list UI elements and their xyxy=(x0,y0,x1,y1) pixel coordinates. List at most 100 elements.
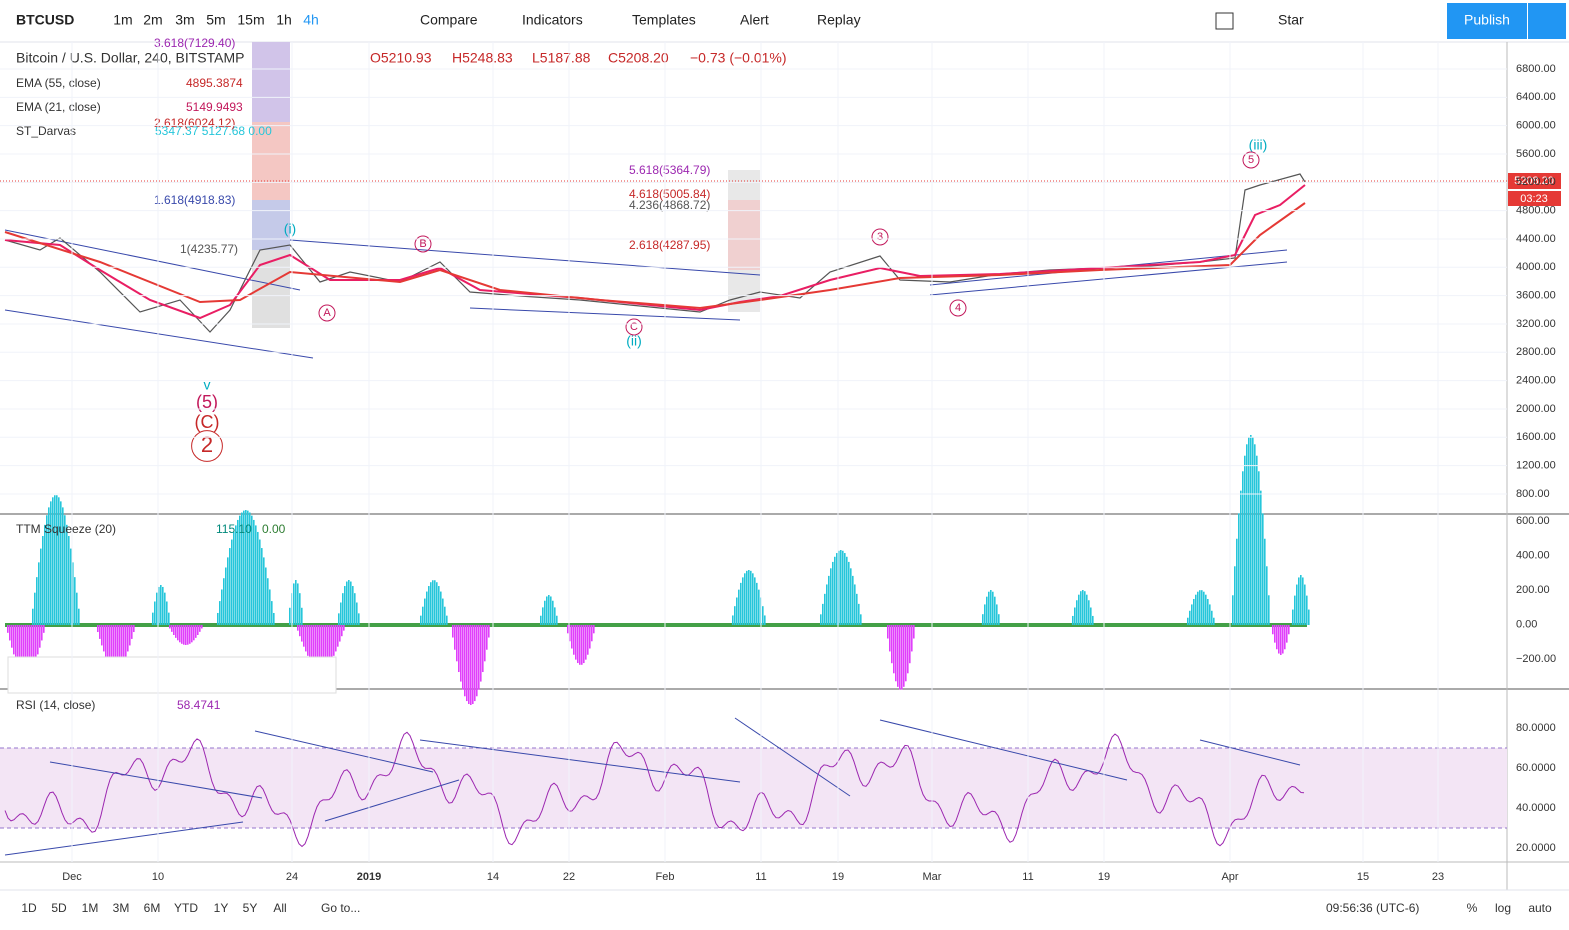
ttm-bar xyxy=(29,625,31,673)
ttm-bar xyxy=(850,568,852,625)
ttm-bar xyxy=(158,586,160,625)
toolbar-button[interactable]: Compare xyxy=(420,12,478,28)
interval[interactable]: 3m xyxy=(175,12,194,28)
range-button[interactable]: 6M xyxy=(144,901,161,915)
ttm-bar xyxy=(227,557,229,625)
time-tick-label: 11 xyxy=(1022,871,1033,883)
rsi-name: RSI (14, close) xyxy=(16,698,95,712)
interval[interactable]: 1m xyxy=(113,12,132,28)
ttm-bar xyxy=(988,591,990,625)
ttm-bar xyxy=(740,582,742,625)
wave-label: (5) xyxy=(196,392,218,412)
ohlc-change: −0.73 (−0.01%) xyxy=(690,50,787,66)
ttm-bar xyxy=(1274,625,1276,643)
ttm-bar xyxy=(752,573,754,625)
toolbar-button[interactable]: Indicators xyxy=(522,12,583,28)
ttm-bar xyxy=(261,548,263,625)
chart-title: Bitcoin / U.S. Dollar, 240, BITSTAMP xyxy=(16,50,244,66)
ttm-bar xyxy=(233,531,235,625)
ttm-bar xyxy=(62,507,64,625)
range-button[interactable]: 1D xyxy=(21,901,37,915)
range-button[interactable]: 5Y xyxy=(243,901,258,915)
ttm-bar xyxy=(341,625,343,637)
ttm-bar xyxy=(454,625,456,650)
ttm-bar xyxy=(546,596,548,625)
scale-option[interactable]: auto xyxy=(1528,901,1552,915)
ttm-bar xyxy=(844,553,846,625)
ttm-bar xyxy=(1076,600,1078,625)
indicator-name: EMA (55, close) xyxy=(16,76,101,90)
interval[interactable]: 4h xyxy=(303,12,319,28)
interval[interactable]: 5m xyxy=(206,12,225,28)
drawing-toolbar[interactable] xyxy=(7,656,337,694)
ttm-bar xyxy=(201,625,203,629)
ttm-bar xyxy=(105,625,107,657)
publish-label[interactable]: Publish xyxy=(1464,12,1510,28)
ttm-bar xyxy=(840,550,842,625)
layout-icon[interactable] xyxy=(1215,12,1234,30)
range-button[interactable]: All xyxy=(273,901,286,915)
scale-option[interactable]: log xyxy=(1495,901,1511,915)
scale-option[interactable]: % xyxy=(1467,901,1478,915)
last-price: 5208.20 xyxy=(1514,175,1554,187)
range-button[interactable]: YTD xyxy=(174,901,198,915)
time-tick-label: 14 xyxy=(487,871,499,883)
interval[interactable]: 1h xyxy=(276,12,292,28)
ttm-bar xyxy=(1086,594,1088,625)
ttm-bar xyxy=(119,625,121,668)
range-button[interactable]: 5D xyxy=(51,901,67,915)
ttm-bar xyxy=(78,608,80,625)
time-tick-label: 2019 xyxy=(357,871,381,883)
ttm-value: 0.00 xyxy=(262,522,286,536)
ttm-bar xyxy=(243,510,245,625)
star-label[interactable]: Star xyxy=(1278,12,1304,28)
ttm-bar xyxy=(117,625,119,670)
ttm-bar xyxy=(354,593,356,625)
ttm-bar xyxy=(458,625,460,673)
ttm-bar xyxy=(343,625,345,631)
ttm-bar xyxy=(1282,625,1284,654)
toolbar-button[interactable]: Templates xyxy=(632,12,696,28)
publish-menu[interactable] xyxy=(1528,3,1566,39)
ttm-bar xyxy=(852,575,854,625)
ttm-name: TTM Squeeze (20) xyxy=(16,522,116,536)
range-button[interactable]: 3M xyxy=(113,901,130,915)
ttm-bar xyxy=(164,592,166,625)
ttm-bar xyxy=(746,570,748,625)
ttm-bar xyxy=(1240,490,1242,625)
interval[interactable]: 15m xyxy=(237,12,264,28)
symbol[interactable]: BTCUSD xyxy=(16,12,74,28)
ttm-bar xyxy=(736,597,738,625)
interval[interactable]: 2m xyxy=(143,12,162,28)
ttm-bar xyxy=(984,604,986,625)
ttm-bar xyxy=(72,562,74,625)
publish-button[interactable] xyxy=(1447,3,1527,39)
toolbar-button[interactable]: Alert xyxy=(740,12,769,28)
ttm-bar xyxy=(895,625,897,682)
ttm-bar xyxy=(826,584,828,625)
ttm-bar xyxy=(744,573,746,625)
ttm-bar xyxy=(197,625,199,635)
time-tick-label: Dec xyxy=(62,871,82,883)
ttm-bar xyxy=(478,625,480,690)
ttm-bar xyxy=(267,578,269,625)
ttm-bar xyxy=(113,625,115,670)
ttm-tick-label: 200.00 xyxy=(1516,584,1550,596)
range-button[interactable]: 1M xyxy=(82,901,99,915)
ttm-bar xyxy=(338,613,340,625)
ttm-bar xyxy=(313,625,315,666)
wave-circle xyxy=(625,318,643,336)
ttm-bar xyxy=(348,580,350,625)
ttm-bar xyxy=(1234,566,1236,625)
goto[interactable]: Go to... xyxy=(321,901,360,915)
range-button[interactable]: 1Y xyxy=(214,901,229,915)
ttm-bar xyxy=(832,561,834,625)
toolbar-button[interactable]: Replay xyxy=(817,12,861,28)
ttm-bar xyxy=(257,531,259,625)
ttm-bar xyxy=(107,625,109,662)
ttm-bar xyxy=(1213,617,1215,625)
ttm-bar xyxy=(1209,604,1211,625)
ttm-bar xyxy=(1300,575,1302,625)
ttm-bar xyxy=(247,510,249,625)
ttm-bar xyxy=(346,581,348,625)
